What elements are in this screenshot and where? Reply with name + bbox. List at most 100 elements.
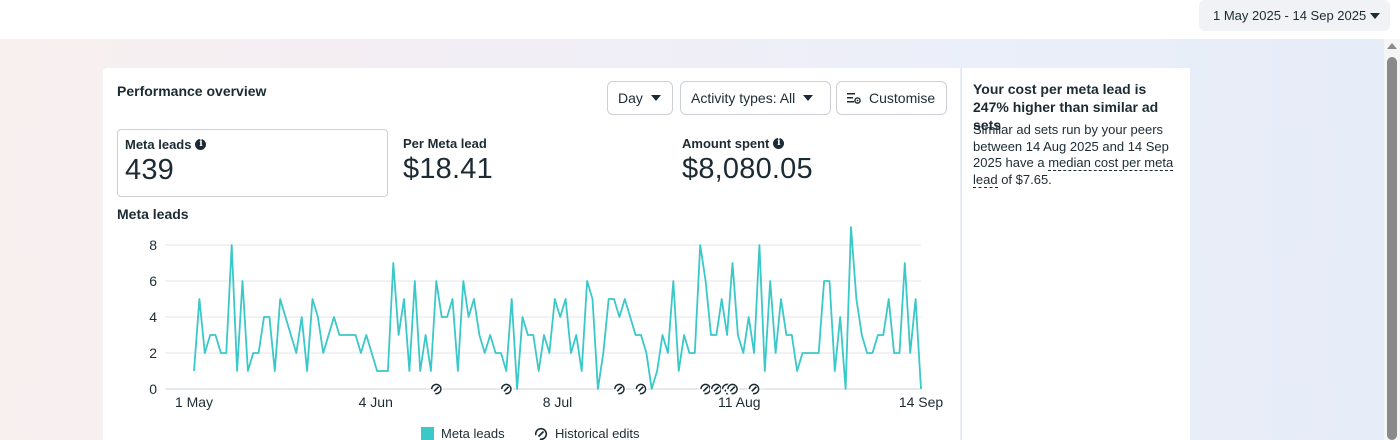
data-point[interactable] (406, 368, 412, 374)
data-point[interactable] (207, 332, 213, 338)
historical-edit-icon[interactable] (612, 382, 626, 396)
data-point[interactable] (660, 332, 666, 338)
data-point[interactable] (369, 350, 375, 356)
data-point[interactable] (826, 278, 832, 284)
data-point[interactable] (692, 350, 698, 356)
data-point[interactable] (342, 332, 348, 338)
data-point[interactable] (530, 332, 536, 338)
data-point[interactable] (918, 386, 924, 392)
data-point[interactable] (907, 350, 913, 356)
data-point[interactable] (503, 368, 509, 374)
data-point[interactable] (202, 350, 208, 356)
data-point[interactable] (541, 332, 547, 338)
scrollbar-thumb[interactable] (1387, 57, 1397, 440)
info-icon[interactable]: i (773, 138, 785, 149)
data-point[interactable] (627, 314, 633, 320)
data-point[interactable] (681, 332, 687, 338)
data-point[interactable] (751, 350, 757, 356)
data-point[interactable] (853, 296, 859, 302)
data-point[interactable] (266, 314, 272, 320)
data-point[interactable] (439, 314, 445, 320)
series-line-meta-leads[interactable] (193, 226, 922, 390)
data-point[interactable] (471, 296, 477, 302)
data-point[interactable] (536, 368, 542, 374)
data-point[interactable] (735, 332, 741, 338)
data-point[interactable] (843, 386, 849, 392)
data-point[interactable] (880, 332, 886, 338)
data-point[interactable] (466, 314, 472, 320)
data-point[interactable] (864, 350, 870, 356)
data-point[interactable] (433, 278, 439, 284)
data-point[interactable] (913, 296, 919, 302)
data-point[interactable] (401, 296, 407, 302)
data-point[interactable] (746, 314, 752, 320)
data-point[interactable] (353, 332, 359, 338)
data-point[interactable] (498, 350, 504, 356)
data-point[interactable] (611, 296, 617, 302)
data-point[interactable] (794, 368, 800, 374)
metric-per-meta-lead[interactable]: Per Meta lead $18.41 (396, 129, 666, 197)
data-point[interactable] (902, 260, 908, 266)
data-point[interactable] (396, 332, 402, 338)
date-range-picker[interactable]: 1 May 2025 - 14 Sep 2025 (1199, 0, 1390, 31)
data-point[interactable] (633, 332, 639, 338)
data-point[interactable] (654, 368, 660, 374)
data-point[interactable] (423, 332, 429, 338)
data-point[interactable] (223, 350, 229, 356)
data-point[interactable] (616, 314, 622, 320)
data-point[interactable] (756, 242, 762, 248)
data-point[interactable] (256, 350, 262, 356)
median-cost-link[interactable]: median cost per meta lead (973, 155, 1174, 188)
data-point[interactable] (810, 350, 816, 356)
data-point[interactable] (293, 350, 299, 356)
data-point[interactable] (800, 350, 806, 356)
data-point[interactable] (676, 368, 682, 374)
data-point[interactable] (261, 314, 267, 320)
data-point[interactable] (460, 278, 466, 284)
data-point[interactable] (272, 368, 278, 374)
data-point[interactable] (358, 350, 364, 356)
data-point[interactable] (476, 332, 482, 338)
historical-edit-icon[interactable] (747, 382, 761, 396)
data-point[interactable] (218, 350, 224, 356)
data-point[interactable] (870, 350, 876, 356)
historical-edit-icon[interactable] (709, 382, 723, 396)
historical-edit-icon[interactable] (429, 382, 443, 396)
legend-historical-edits[interactable]: Historical edits (534, 426, 640, 440)
data-point[interactable] (320, 350, 326, 356)
data-point[interactable] (573, 332, 579, 338)
data-point[interactable] (789, 332, 795, 338)
data-point[interactable] (773, 350, 779, 356)
data-point[interactable] (896, 350, 902, 356)
data-point[interactable] (859, 332, 865, 338)
vertical-scrollbar[interactable] (1384, 39, 1400, 440)
data-point[interactable] (379, 368, 385, 374)
data-point[interactable] (767, 278, 773, 284)
data-point[interactable] (600, 350, 606, 356)
data-point[interactable] (557, 314, 563, 320)
data-point[interactable] (374, 368, 380, 374)
data-point[interactable] (886, 296, 892, 302)
data-point[interactable] (595, 386, 601, 392)
data-point[interactable] (832, 368, 838, 374)
data-point[interactable] (509, 296, 515, 302)
data-point[interactable] (487, 332, 493, 338)
data-point[interactable] (713, 332, 719, 338)
data-point[interactable] (283, 314, 289, 320)
data-point[interactable] (229, 242, 235, 248)
data-point[interactable] (665, 350, 671, 356)
historical-edit-icon[interactable] (499, 382, 513, 396)
data-point[interactable] (245, 368, 251, 374)
data-point[interactable] (234, 368, 240, 374)
data-point[interactable] (546, 350, 552, 356)
data-point[interactable] (703, 278, 709, 284)
data-point[interactable] (514, 386, 520, 392)
data-point[interactable] (730, 260, 736, 266)
data-point[interactable] (740, 350, 746, 356)
day-dropdown[interactable]: Day (607, 81, 673, 115)
data-point[interactable] (449, 296, 455, 302)
data-point[interactable] (336, 332, 342, 338)
data-point[interactable] (191, 368, 197, 374)
data-point[interactable] (519, 314, 525, 320)
data-point[interactable] (428, 368, 434, 374)
